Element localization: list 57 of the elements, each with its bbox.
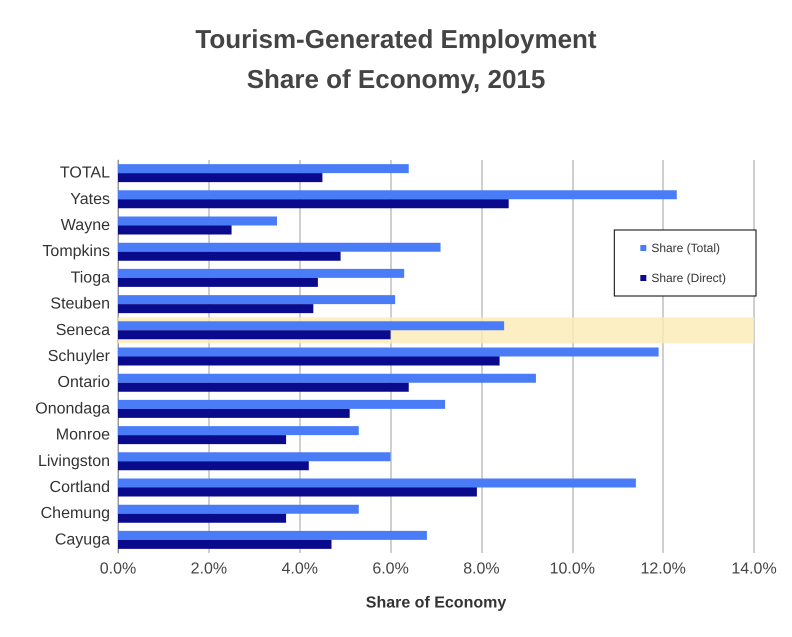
- y-tick-label: Tioga: [70, 269, 110, 286]
- bar: [118, 190, 677, 200]
- chart-title: Tourism-Generated Employment Share of Economy, 2015: [195, 24, 597, 94]
- bar: [118, 435, 286, 444]
- bar: [118, 164, 409, 174]
- legend-label: Share (Direct): [651, 271, 726, 285]
- bar: [118, 242, 441, 252]
- y-tick-label: Tompkins: [42, 243, 110, 260]
- y-tick-label: Chemung: [40, 505, 110, 522]
- y-tick-label: Livingston: [38, 452, 110, 470]
- bar: [118, 321, 504, 330]
- legend-label: Share (Total): [651, 241, 720, 255]
- y-tick-label: Schuyler: [48, 348, 111, 365]
- y-tick-label: Cortland: [50, 479, 110, 496]
- bar: [118, 504, 359, 514]
- bar: [118, 295, 396, 304]
- bar: [118, 330, 391, 340]
- y-tick-label: Wayne: [60, 217, 110, 234]
- bar: [118, 304, 314, 314]
- bar: [118, 452, 391, 462]
- x-tick-label: 0.0%: [100, 560, 136, 578]
- y-tick-label: Yates: [70, 190, 110, 208]
- x-tick-label: 4.0%: [281, 560, 318, 578]
- y-tick-label: Steuben: [50, 296, 110, 313]
- bar: [118, 382, 409, 392]
- bar: [118, 216, 277, 226]
- bar: [118, 540, 332, 549]
- bar: [118, 530, 427, 540]
- bar: [118, 408, 350, 418]
- bar: [118, 278, 318, 287]
- x-tick-label: 14.0%: [731, 560, 777, 578]
- y-tick-label: Seneca: [56, 322, 110, 339]
- bar: [118, 400, 446, 409]
- y-tick-label: Monroe: [56, 426, 110, 444]
- bar: [118, 226, 232, 234]
- x-tick-label: 10.0%: [550, 560, 595, 578]
- y-tick-label: Onondaga: [35, 400, 110, 418]
- bar: [118, 199, 509, 208]
- y-tick-label: Ontario: [58, 374, 110, 392]
- bar: [118, 356, 500, 366]
- x-tick-label: 12.0%: [640, 560, 686, 578]
- x-tick-label: 6.0%: [372, 560, 409, 578]
- bar: [118, 514, 286, 523]
- bar: [118, 488, 477, 496]
- bar: [118, 268, 404, 278]
- x-tick-label: 2.0%: [190, 560, 228, 578]
- bar: [118, 478, 636, 488]
- x-tick-label: 8.0%: [463, 560, 500, 578]
- bar: [118, 426, 359, 436]
- bar: [118, 348, 659, 356]
- y-tick-label: TOTAL: [60, 164, 110, 182]
- bar: [118, 252, 341, 261]
- x-axis-title: Share of Economy: [366, 594, 506, 612]
- bar: [118, 461, 309, 470]
- bar: [118, 374, 536, 383]
- y-tick-label: Cayuga: [54, 531, 110, 548]
- bar: [118, 173, 322, 182]
